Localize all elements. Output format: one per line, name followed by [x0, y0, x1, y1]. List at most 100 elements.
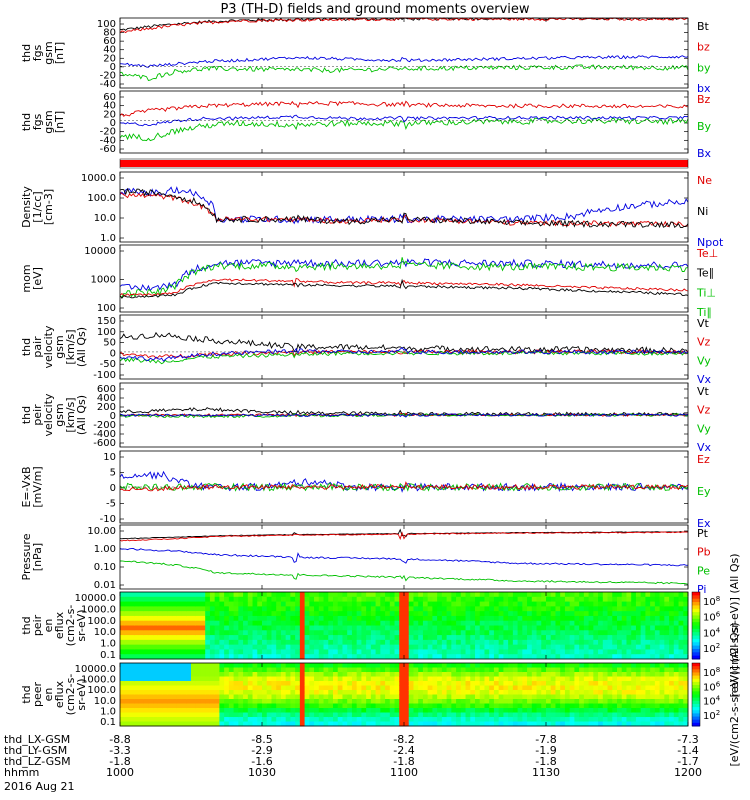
spectrogram-cell [361, 721, 367, 727]
spectrogram-cell [347, 625, 353, 631]
colorbar-cell [692, 722, 700, 727]
spectrogram-cell [247, 690, 254, 695]
spectrogram-cell [143, 635, 149, 641]
spectrogram-cell [427, 649, 433, 655]
spectrogram-cell [333, 663, 339, 668]
spectrogram-cell [120, 712, 126, 718]
spectrogram-cell [375, 644, 381, 650]
spectrogram-cell [290, 654, 296, 660]
spectrogram-cell [673, 721, 680, 727]
spectrogram-cell [262, 721, 268, 727]
spectrogram-cell [437, 606, 443, 612]
spectrogram-cell [531, 672, 538, 677]
spectrogram-cell [536, 676, 542, 682]
spectrogram-cell [640, 596, 646, 603]
spectrogram-cell [361, 639, 367, 646]
colorbar-cell [692, 688, 700, 692]
spectrogram-cell [124, 596, 130, 603]
spectrogram-cell [654, 620, 661, 626]
spectrogram-cell [408, 681, 414, 686]
spectrogram-cell [536, 712, 542, 718]
spectrogram-cell [593, 663, 599, 668]
spectrogram-cell [219, 601, 225, 607]
spectrogram-cell [621, 635, 627, 641]
spectrogram-cell [408, 635, 414, 641]
spectrogram-cell [446, 672, 452, 677]
spectrogram-cell [172, 699, 178, 704]
spectrogram-cell [280, 601, 287, 607]
spectrogram-cell [366, 667, 372, 673]
y-tick-label: 10 [103, 452, 116, 463]
spectrogram-cell [626, 635, 632, 641]
spectrogram-cell [574, 630, 580, 636]
spectrogram-cell [626, 694, 632, 700]
spectrogram-cell [262, 611, 268, 617]
spectrogram-cell [683, 708, 689, 713]
spectrogram-cell [209, 635, 216, 641]
spectrogram-cell [446, 703, 452, 709]
spectrogram-cell [195, 639, 201, 646]
spectrogram-cell [522, 694, 528, 700]
spectrogram-cell [167, 685, 173, 691]
colorbar-frame [691, 662, 701, 727]
spectrogram-cell [517, 635, 523, 641]
spectrogram-cell [200, 681, 206, 686]
spectrogram-cell [465, 620, 471, 626]
spectrogram-cell [621, 672, 627, 677]
spectrogram-cell [138, 615, 145, 622]
spectrogram-cell [404, 654, 410, 660]
spectrogram-cell [489, 676, 495, 682]
spectrogram-cell [399, 681, 405, 686]
spectrogram-cell [512, 721, 519, 727]
spectrogram-cell [522, 654, 528, 660]
spectrogram-cell [650, 620, 656, 626]
spectrogram-cell [451, 639, 457, 646]
spectrogram-cell [337, 649, 343, 655]
spectrogram-cell [356, 690, 362, 695]
spectrogram-cell [238, 663, 244, 668]
spectrogram-cell [508, 685, 514, 691]
spectrogram-cell [389, 717, 396, 722]
spectrogram-cell [441, 676, 448, 682]
spectrogram-cell [441, 685, 448, 691]
spectrogram-cell [598, 663, 604, 668]
spectrogram-cell [498, 672, 504, 677]
y-axis-label: sr-eV) [75, 678, 88, 710]
spectrogram-cell [550, 592, 556, 598]
spectrogram-cell [304, 601, 310, 607]
spectrogram-cell [607, 681, 613, 686]
spectrogram-cell [598, 649, 604, 655]
spectrogram-cell [498, 649, 504, 655]
spectrogram-cell [536, 708, 542, 713]
spectrogram-cell [266, 615, 272, 622]
spectrogram-cell [314, 615, 320, 622]
spectrogram-cell [531, 717, 538, 722]
y-tick-label: 10.00 [87, 526, 116, 537]
spectrogram-cell [579, 721, 585, 727]
spectrogram-cell [626, 639, 632, 646]
spectrogram-cell [588, 611, 594, 617]
y-axis-label: (All Qs) [75, 395, 88, 435]
spectrogram-cell [465, 592, 471, 598]
spectrogram-cell [564, 712, 571, 718]
spectrogram-cell [266, 592, 272, 598]
spectrogram-cell [394, 606, 400, 612]
spectrogram-cell [366, 672, 372, 677]
spectrogram-cell [650, 667, 656, 673]
footer-row-label: thd_LY-GSM [4, 744, 67, 757]
spectrogram-cell [413, 672, 419, 677]
spectrogram-cell [456, 635, 462, 641]
y-tick-label: 100.0 [87, 193, 116, 204]
spectrogram-cell [385, 606, 391, 612]
footer-value: 1130 [532, 766, 560, 779]
spectrogram-cell [569, 685, 575, 691]
spectrogram-cell [162, 721, 168, 727]
spectrogram-cell [536, 639, 542, 646]
spectrogram-cell [314, 601, 320, 607]
spectrogram-cell [612, 620, 618, 626]
spectrogram-cell [427, 667, 433, 673]
spectrogram-cell [233, 694, 239, 700]
spectrogram-cell [195, 654, 201, 660]
spectrogram-cell [489, 625, 495, 631]
spectrogram-cell [295, 699, 301, 704]
